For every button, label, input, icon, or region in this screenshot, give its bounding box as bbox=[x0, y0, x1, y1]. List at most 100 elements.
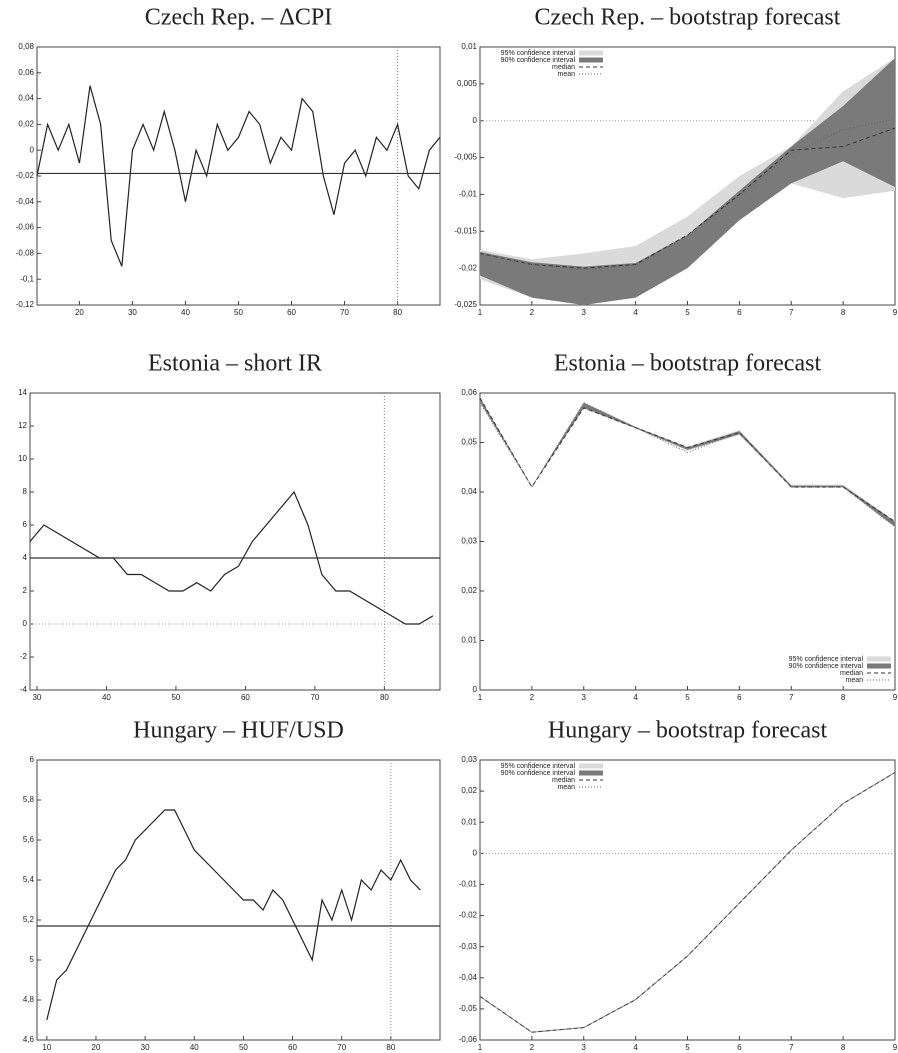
y-tick-label: 0,01 bbox=[461, 817, 477, 826]
y-tick-label: 0,06 bbox=[18, 68, 34, 77]
x-tick-label: 9 bbox=[893, 308, 898, 317]
plot-frame bbox=[36, 759, 441, 1041]
legend-label: 90% confidence interval bbox=[789, 663, 864, 670]
x-tick-label: 9 bbox=[893, 693, 898, 702]
y-tick-label: -0,12 bbox=[16, 300, 35, 309]
x-tick-label: 8 bbox=[841, 308, 846, 317]
y-tick-label: -0,1 bbox=[20, 274, 34, 283]
legend-label: median bbox=[552, 64, 575, 71]
y-tick-label: 6 bbox=[30, 755, 35, 764]
y-tick-label: 0 bbox=[473, 685, 478, 694]
chart-title: Czech Rep. – bootstrap forecast bbox=[535, 5, 841, 31]
x-tick-label: 2 bbox=[530, 308, 535, 317]
y-tick-label: 0 bbox=[30, 145, 35, 154]
y-tick-label: -0,06 bbox=[16, 223, 35, 232]
x-tick-label: 60 bbox=[288, 1043, 297, 1052]
y-tick-label: 0 bbox=[473, 116, 478, 125]
y-tick-label: 5 bbox=[30, 955, 35, 964]
x-tick-label: 5 bbox=[685, 693, 690, 702]
x-tick-label: 50 bbox=[171, 693, 180, 702]
y-tick-label: -0,01 bbox=[459, 190, 478, 199]
legend-label: mean bbox=[845, 677, 863, 684]
x-tick-label: 8 bbox=[841, 1043, 846, 1052]
y-tick-label: -0,005 bbox=[454, 153, 477, 162]
legend-label: 95% confidence interval bbox=[501, 763, 576, 770]
y-tick-label: 0,005 bbox=[457, 79, 478, 88]
legend-swatch bbox=[579, 50, 603, 56]
y-tick-label: 0,04 bbox=[18, 94, 34, 103]
chart-title: Estonia – short IR bbox=[148, 351, 322, 377]
y-tick-label: 0,02 bbox=[461, 786, 477, 795]
x-tick-label: 80 bbox=[393, 308, 402, 317]
y-tick-label: -4 bbox=[20, 685, 28, 694]
y-tick-label: -0,02 bbox=[459, 263, 478, 272]
y-tick-label: -0,02 bbox=[16, 171, 35, 180]
confidence-band bbox=[480, 397, 895, 527]
x-tick-label: 30 bbox=[32, 693, 41, 702]
y-tick-label: -0,04 bbox=[16, 197, 35, 206]
x-tick-label: 50 bbox=[239, 1043, 248, 1052]
x-tick-label: 40 bbox=[181, 308, 190, 317]
chart-title: Czech Rep. – ΔCPI bbox=[145, 5, 332, 31]
x-tick-label: 1 bbox=[478, 693, 483, 702]
x-tick-label: 1 bbox=[478, 308, 483, 317]
series-line bbox=[46, 809, 421, 1021]
y-tick-label: 0,02 bbox=[18, 120, 34, 129]
x-tick-label: 2 bbox=[530, 1043, 535, 1052]
y-tick-label: -0,05 bbox=[459, 1004, 478, 1013]
x-tick-label: 10 bbox=[42, 1043, 51, 1052]
confidence-band bbox=[480, 396, 895, 528]
chart-title: Estonia – bootstrap forecast bbox=[554, 351, 822, 377]
forecast-line bbox=[479, 118, 896, 271]
x-tick-label: 1 bbox=[478, 1043, 483, 1052]
plot-frame bbox=[29, 392, 441, 691]
x-tick-label: 5 bbox=[685, 1043, 690, 1052]
y-tick-label: 0,03 bbox=[461, 537, 477, 546]
x-tick-label: 4 bbox=[633, 308, 638, 317]
y-tick-label: 0,03 bbox=[461, 755, 477, 764]
y-tick-label: 8 bbox=[23, 487, 28, 496]
forecast-line bbox=[479, 772, 896, 1033]
legend-label: 90% confidence interval bbox=[501, 57, 576, 64]
y-tick-label: -2 bbox=[20, 652, 28, 661]
x-tick-label: 60 bbox=[287, 308, 296, 317]
x-tick-label: 40 bbox=[102, 693, 111, 702]
chart-title: Hungary – bootstrap forecast bbox=[548, 718, 828, 744]
x-tick-label: 8 bbox=[841, 693, 846, 702]
x-tick-label: 7 bbox=[789, 693, 794, 702]
x-tick-label: 30 bbox=[141, 1043, 150, 1052]
legend-label: median bbox=[840, 670, 863, 677]
legend-swatch bbox=[867, 656, 891, 662]
y-tick-label: 5,6 bbox=[23, 835, 35, 844]
confidence-band bbox=[480, 772, 895, 1033]
y-tick-label: 0,01 bbox=[461, 636, 477, 645]
legend-label: 95% confidence interval bbox=[789, 656, 864, 663]
plot-frame bbox=[479, 392, 896, 691]
legend-swatch bbox=[579, 763, 603, 769]
forecast-line bbox=[479, 772, 896, 1033]
forecast-line bbox=[479, 397, 896, 523]
plot-frame bbox=[479, 759, 896, 1041]
x-tick-label: 50 bbox=[234, 308, 243, 317]
y-tick-label: 0,04 bbox=[461, 487, 477, 496]
legend-swatch bbox=[579, 770, 603, 776]
y-tick-label: 12 bbox=[18, 421, 27, 430]
y-tick-label: 0,08 bbox=[18, 42, 34, 51]
y-tick-label: 0 bbox=[23, 619, 28, 628]
y-tick-label: 4,8 bbox=[23, 995, 35, 1004]
y-tick-label: 14 bbox=[18, 388, 27, 397]
x-tick-label: 40 bbox=[190, 1043, 199, 1052]
y-tick-label: 2 bbox=[23, 586, 28, 595]
x-tick-label: 70 bbox=[310, 693, 319, 702]
x-tick-label: 3 bbox=[582, 308, 587, 317]
x-tick-label: 9 bbox=[893, 1043, 898, 1052]
x-tick-label: 60 bbox=[241, 693, 250, 702]
x-tick-label: 6 bbox=[737, 1043, 742, 1052]
legend-swatch bbox=[867, 663, 891, 669]
x-tick-label: 20 bbox=[75, 308, 84, 317]
y-tick-label: -0,025 bbox=[454, 300, 477, 309]
y-tick-label: 5,2 bbox=[23, 915, 35, 924]
y-tick-label: -0,06 bbox=[459, 1035, 478, 1044]
y-tick-label: -0,01 bbox=[459, 880, 478, 889]
